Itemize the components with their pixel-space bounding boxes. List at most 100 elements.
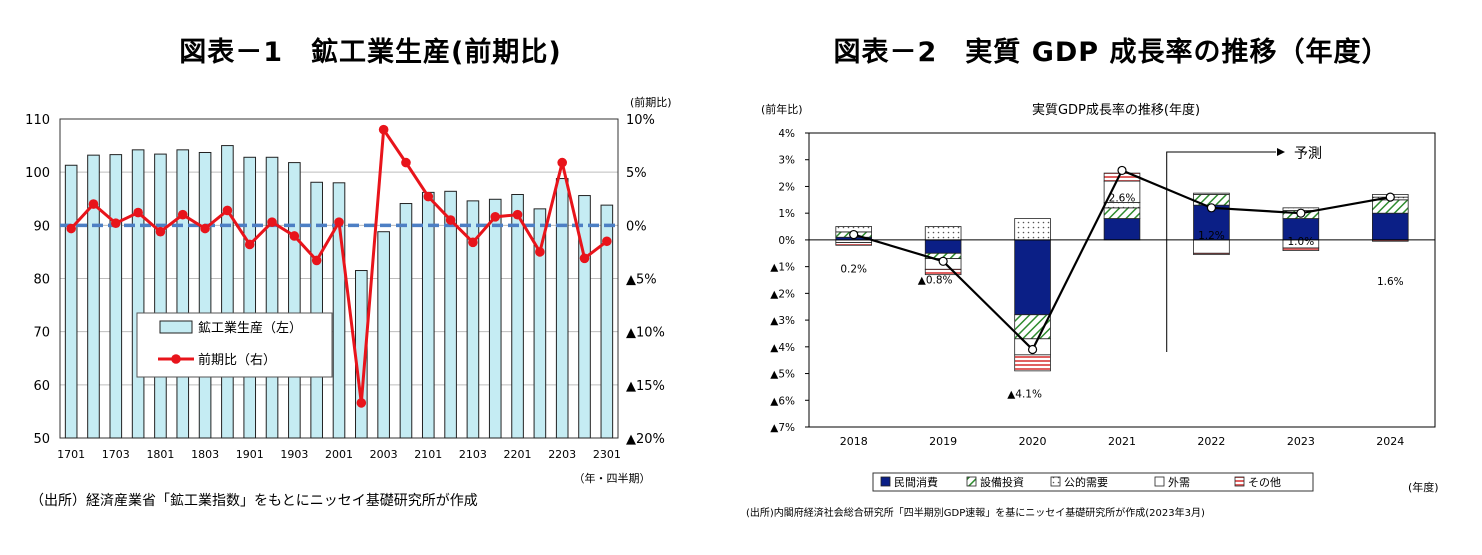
x-tick-label: 1903 [280,448,308,461]
value-label-2021: 2.6% [1109,192,1136,204]
point-qoq-1801 [155,226,166,237]
point-qoq-2003 [378,124,389,135]
point-qoq-1903 [289,231,300,241]
left-axis-tick-label: 50 [33,432,50,447]
bar-production-2301 [600,204,614,439]
point-qoq-1904 [311,255,322,266]
y-axis-tick-label: 3% [778,155,795,167]
bar-production-2203 [555,178,569,439]
bar-production-1704 [131,149,145,439]
bar-production-2004 [399,203,413,439]
bar-production-1701 [64,164,78,439]
y-axis-tick-label: 4% [778,128,795,140]
value-label-2020: ▲4.1% [1007,388,1042,400]
figure2-inner-title: 実質GDP成長率の推移(年度) [1032,102,1200,118]
legend-swatch-設備投資 [966,476,977,487]
bar-production-2101 [421,191,435,439]
x-category-label: 2018 [840,435,868,448]
bar-production-2202 [533,208,547,439]
x-tick-label: 2201 [504,448,532,461]
point-qoq-2102 [445,215,456,225]
x-tick-label: 1703 [102,448,130,461]
x-axis-unit: （年・四半期） [574,471,651,485]
bar-production-2001 [332,182,346,439]
bar-segment-2023-その他 [1282,247,1320,252]
legend-box [872,472,1314,492]
bar-production-1802 [176,149,190,439]
x-category-label: 2019 [929,435,957,448]
x-tick-label: 2001 [325,448,353,461]
bar-segment-2022-外需 [1193,239,1230,254]
point-qoq-2004 [401,157,411,168]
left-axis-tick-label: 90 [33,219,50,234]
value-label-2019: ▲0.8% [918,274,953,286]
y-axis-tick-label: 2% [778,181,795,193]
legend-label-設備投資: 設備投資 [980,475,1024,489]
point-gdp-2024 [1385,192,1395,202]
left-axis-tick-label: 60 [33,379,50,394]
bar-segment-2019-公的需要 [924,226,962,241]
y-axis-tick-label: ▲6% [770,395,795,407]
x-category-label: 2021 [1108,435,1136,448]
point-qoq-1702 [88,199,99,209]
left-axis-tick-label: 100 [25,166,50,181]
figure2-panel: 図表－2 実質 GDP 成長率の推移（年度） 実質GDP成長率の推移(年度) (前… [741,0,1482,555]
bar-production-2204 [578,195,591,439]
right-axis-tick-label: ▲15% [626,379,665,394]
y-axis-tick-label: ▲7% [770,422,795,434]
bar-segment-2020-その他 [1014,354,1051,372]
bar-segment-2024-民間消費 [1372,212,1409,241]
forecast-label: 予測 [1294,146,1322,162]
figure1-chart: 50 60 70 80 90 100 110 ▲20% ▲15% ▲10% ▲5% 0% 5% 10% (前… [25,95,672,485]
point-qoq-1703 [111,218,121,229]
bar-production-1702 [87,154,100,439]
x-tick-label: 1701 [57,448,85,461]
point-gdp-2018 [849,229,859,240]
point-qoq-2204 [579,253,590,264]
figure1-heading: 図表－1 鉱工業生産(前期比) [179,37,562,68]
right-axis-tick-label: ▲20% [626,432,665,447]
bar-segment-2019-民間消費 [924,239,962,254]
x-tick-label: 2203 [548,448,576,461]
x-tick-label: 1901 [236,448,264,461]
x-category-label: 2022 [1197,435,1225,448]
legend-label-その他: その他 [1248,476,1281,489]
point-qoq-2104 [490,212,501,222]
figure1-legend: 鉱工業生産（左） 前期比（右） [136,312,333,378]
forecast-bracket [1166,151,1276,352]
legend-label-qoq: 前期比（右） [198,352,276,368]
x-category-label: 2024 [1376,435,1404,448]
right-axis-tick-label: 0% [626,219,647,234]
bar-production-2102 [444,190,457,439]
right-axis-tick-label: 10% [626,113,655,128]
y-axis-tick-label: ▲5% [770,369,795,381]
point-qoq-1803 [200,223,210,234]
y-axis-unit: (前年比) [761,102,803,116]
y-axis-tick-label: 1% [778,208,795,220]
right-axis-unit: (前期比) [630,95,672,109]
value-label-2022: 1.2% [1198,230,1225,242]
legend-swatch-民間消費 [880,476,891,487]
x-axis-unit: (年度) [1408,480,1439,494]
bar-production-1902 [265,156,279,439]
bar-segment-2018-その他 [835,242,873,246]
bar-production-1801 [154,153,167,439]
point-qoq-2201 [512,209,523,220]
y-axis-tick-label: ▲4% [770,342,795,354]
bar-production-2003 [377,231,390,439]
legend-swatch-その他 [1234,476,1245,487]
legend-label-production: 鉱工業生産（左） [198,320,302,336]
bar-production-2201 [511,193,524,439]
x-tick-label: 2003 [370,448,398,461]
bar-production-1901 [243,156,257,439]
legend-swatch-production [159,320,193,334]
left-axis-tick-label: 110 [25,113,50,128]
figure2-source: (出所)内閣府経済社会総合研究所「四半期別GDP速報」を基にニッセイ基礎研究所が… [746,508,1205,519]
point-qoq-2101 [423,191,434,202]
y-axis-tick-label: ▲3% [770,315,795,327]
figure2-heading: 図表－2 実質 GDP 成長率の推移（年度） [833,37,1390,68]
point-gdp-2023 [1296,208,1306,218]
point-qoq-1804 [222,205,233,216]
value-label-2024: 1.6% [1377,276,1404,288]
point-qoq-2301 [602,236,612,247]
